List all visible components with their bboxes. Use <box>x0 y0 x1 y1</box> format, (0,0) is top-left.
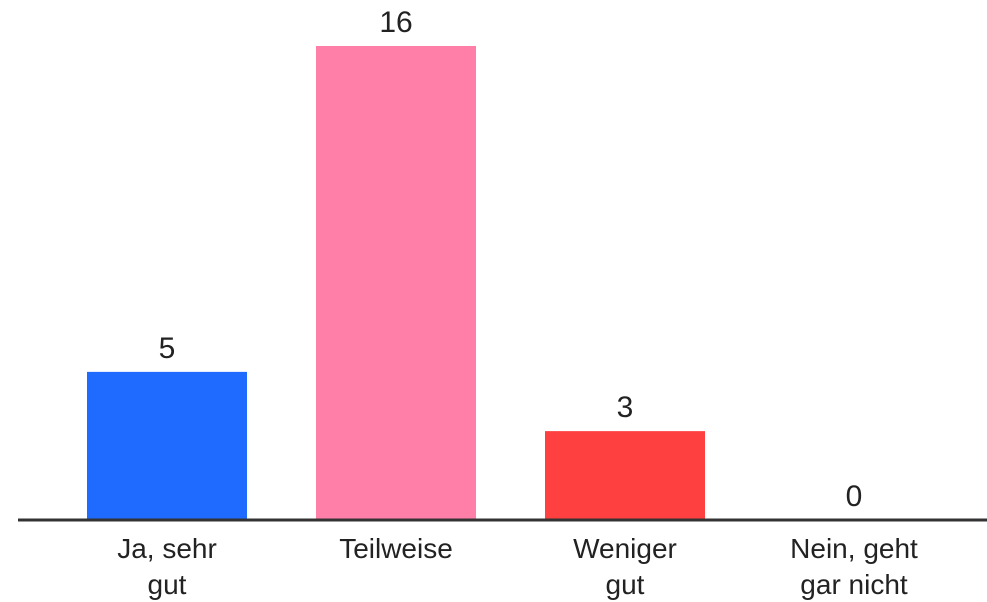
value-label-weniger-gut: 3 <box>617 391 634 424</box>
bar-teilweise <box>316 46 476 520</box>
value-labels-layer: 5 16 3 0 <box>159 6 863 513</box>
category-label-line: Weniger <box>573 533 677 564</box>
bar-weniger-gut <box>545 431 705 520</box>
value-label-teilweise: 16 <box>379 6 412 39</box>
category-label-line: gut <box>606 569 645 600</box>
category-labels-layer: Ja, sehr gut Teilweise Weniger gut Nein, geht… <box>117 533 918 600</box>
category-label-line: Ja, sehr <box>117 533 217 564</box>
category-label-teilweise: Teilweise <box>339 533 453 564</box>
category-label-ja-sehr-gut: Ja, sehr gut <box>117 533 217 600</box>
value-label-nein-geht-gar-nicht: 0 <box>846 480 863 513</box>
category-label-line: Nein, geht <box>790 533 918 564</box>
category-label-nein-geht-gar-nicht: Nein, geht gar nicht <box>790 533 918 600</box>
category-label-line: gut <box>148 569 187 600</box>
category-label-line: gar nicht <box>800 569 908 600</box>
bar-ja-sehr-gut <box>87 371 247 520</box>
category-label-line: Teilweise <box>339 533 453 564</box>
value-label-ja-sehr-gut: 5 <box>159 332 176 365</box>
category-label-weniger-gut: Weniger gut <box>573 533 677 600</box>
bars-layer <box>87 46 705 520</box>
